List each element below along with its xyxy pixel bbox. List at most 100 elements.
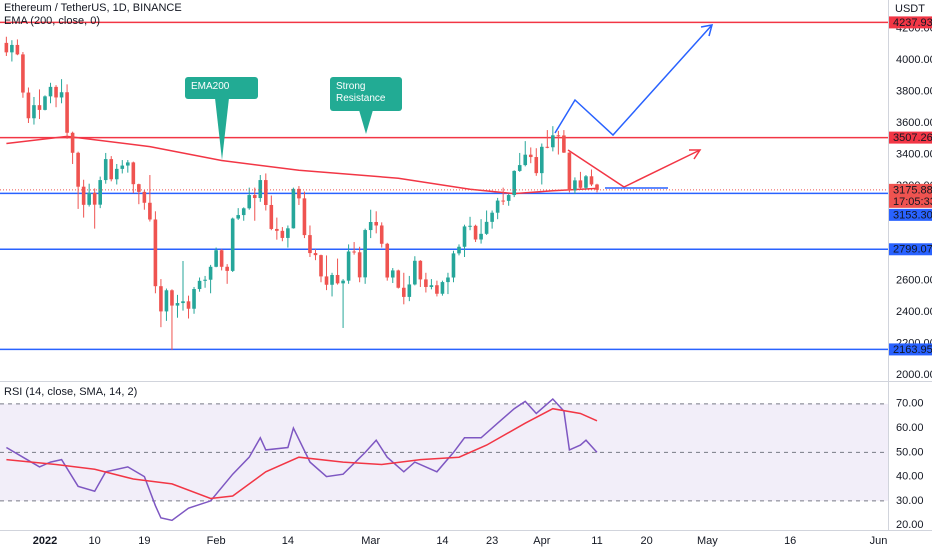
y-tick-label: 2000.00 (896, 369, 932, 381)
candle-body (517, 165, 522, 171)
projection-path (554, 24, 713, 137)
price-tag-label: 2799.07 (893, 244, 932, 256)
price-tag-label: 3175.88 (893, 184, 932, 196)
candle-body (562, 135, 566, 153)
annotation: Strong Resistance (330, 77, 402, 111)
candle-body (26, 92, 31, 119)
price-tag (889, 243, 932, 256)
candle-body (418, 260, 423, 280)
candle-body (280, 230, 285, 238)
x-tick-label: 14 (436, 535, 448, 547)
x-tick-label: 2022 (33, 535, 57, 547)
candle-body (567, 152, 572, 191)
candle-body (352, 251, 356, 253)
candle-body (556, 135, 561, 137)
x-tick-label: Mar (361, 535, 380, 547)
candle-body (578, 180, 583, 188)
candle-body (81, 186, 86, 205)
candle-body (264, 180, 268, 205)
candle-body (70, 132, 75, 153)
candle-body (523, 154, 528, 166)
x-tick-label: 11 (591, 535, 602, 547)
candle-body (175, 303, 180, 306)
candle-body (32, 105, 36, 119)
candle-body (385, 243, 390, 278)
candle-body (589, 176, 594, 185)
candle-body (59, 92, 64, 98)
arrow-head (700, 24, 714, 37)
candle-body (462, 226, 467, 247)
candle-body (495, 200, 500, 213)
candle-body (357, 252, 362, 278)
y-tick-label: 2600.00 (896, 275, 932, 287)
arrow-head (689, 149, 702, 160)
x-tick-label: 10 (89, 535, 101, 547)
candle-body (319, 255, 323, 277)
x-tick-label: Jun (870, 535, 888, 547)
x-tick-label: 19 (138, 535, 150, 547)
candle-body (98, 180, 102, 205)
candle-body (21, 54, 25, 93)
rsi-tick-label: 50.00 (896, 446, 924, 458)
ema-line (6, 135, 598, 195)
candle-body (468, 225, 472, 227)
x-tick-label: 14 (282, 535, 294, 547)
candle-body (87, 192, 91, 205)
price-tag-label: 2163.95 (893, 344, 932, 356)
rsi-tick-label: 60.00 (896, 422, 924, 434)
annotation: EMA200 (185, 77, 258, 99)
candle-body (142, 191, 147, 203)
candle-body (37, 105, 42, 110)
candle-body (103, 159, 108, 181)
candle-body (192, 289, 196, 309)
candle-body (48, 86, 53, 97)
candle-body (286, 228, 290, 238)
candle-body (429, 285, 434, 287)
candle-body (595, 184, 599, 190)
candle-body (208, 266, 213, 280)
candle-body (137, 184, 141, 192)
candle-body (512, 170, 516, 196)
price-tag-label: 3507.26 (893, 132, 932, 144)
candle-body (164, 290, 169, 312)
candle-body (330, 274, 334, 285)
rsi-tick-label: 20.00 (896, 519, 924, 531)
candle-body (506, 195, 511, 201)
chart-title: Ethereum / TetherUS, 1D, BINANCE (4, 2, 182, 14)
candle-body (10, 44, 14, 53)
price-tag (889, 16, 932, 29)
candle-body (225, 266, 229, 271)
candle-body (291, 188, 296, 229)
candle-body (374, 222, 378, 226)
candle-body (451, 253, 456, 278)
y-tick-label: 3600.00 (896, 117, 932, 129)
candle-body (219, 250, 224, 267)
candle-body (54, 86, 58, 98)
candle-body (120, 165, 125, 169)
price-tag (889, 183, 932, 208)
candle-body (379, 225, 384, 244)
candle-body (148, 202, 152, 220)
x-tick-label: 16 (784, 535, 796, 547)
currency: USDT (895, 3, 925, 15)
price-tag-label: 3153.30 (893, 209, 932, 221)
x-tick-label: 20 (641, 535, 653, 547)
candle-body (230, 218, 235, 271)
candle-body (308, 235, 312, 254)
candle-body (43, 96, 47, 110)
price-tag (889, 131, 932, 144)
candle-body (269, 204, 274, 229)
candle-body (297, 188, 301, 199)
rsi-tick-label: 70.00 (896, 398, 924, 410)
candle-body (528, 154, 533, 158)
candle-body (131, 162, 136, 185)
candle-body (424, 279, 428, 287)
rsi-line (6, 407, 598, 500)
candle-body (446, 277, 450, 283)
candle-body (126, 162, 130, 166)
x-tick-label: 23 (486, 535, 498, 547)
candle-body (153, 219, 158, 287)
candle-body (236, 215, 240, 219)
